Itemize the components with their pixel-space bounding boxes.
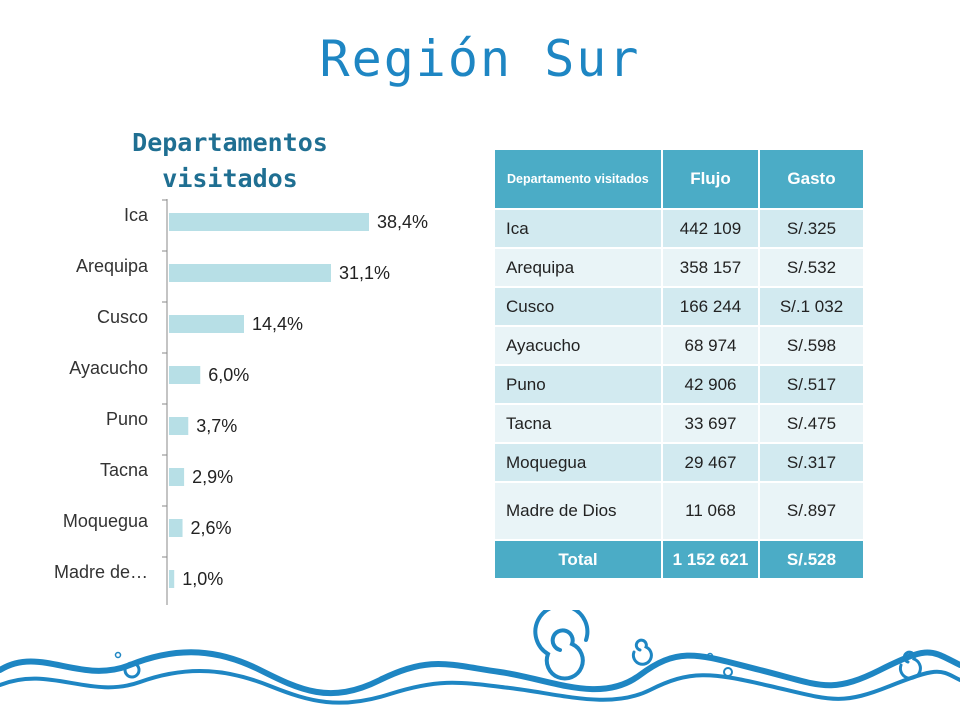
table-cell: Moquegua <box>495 443 663 483</box>
data-label: 31,1% <box>339 263 390 283</box>
category-label: Tacna <box>100 460 149 480</box>
data-label: 38,4% <box>377 212 428 232</box>
table-cell: Ayacucho <box>495 326 663 366</box>
bar-chart: Ica 38,4% Arequipa 31,1% Cusco 14,4% Ayacucho 6… <box>54 199 428 605</box>
column-header: Departamento visitados <box>495 150 663 210</box>
table-cell: Puno <box>495 365 663 405</box>
category-label: Moquegua <box>63 511 149 531</box>
table-cell: S/.475 <box>759 404 865 444</box>
category-label: Ica <box>124 205 149 225</box>
data-label: 14,4% <box>252 314 303 334</box>
table-cell: 442 109 <box>662 209 760 249</box>
page-title: Región Sur <box>319 30 641 88</box>
column-header: Flujo <box>662 150 760 210</box>
table-cell: S/.897 <box>759 482 865 541</box>
bar <box>169 570 175 588</box>
data-label: 2,6% <box>191 518 232 538</box>
data-table: Departamento visitados Flujo Gasto Ica 4… <box>495 150 865 580</box>
bar <box>169 366 201 384</box>
table-cell: 68 974 <box>662 326 760 366</box>
category-label: Ayacucho <box>69 358 148 378</box>
bar <box>169 519 183 537</box>
data-label: 2,9% <box>192 467 233 487</box>
table-cell: 1 152 621 <box>662 540 760 580</box>
bar <box>169 417 189 435</box>
table-cell: 29 467 <box>662 443 760 483</box>
table-row: Moquegua 29 467 S/.317 <box>495 443 865 483</box>
bar <box>169 264 331 282</box>
table-row: Ica 442 109 S/.325 <box>495 209 865 249</box>
bar <box>169 213 369 231</box>
data-label: 3,7% <box>196 416 237 436</box>
category-label: Arequipa <box>76 256 149 276</box>
table-cell: Madre de Dios <box>495 482 663 541</box>
bar <box>169 315 244 333</box>
bar <box>169 468 185 486</box>
table-cell: Total <box>495 540 663 580</box>
table-cell: S/.598 <box>759 326 865 366</box>
table-cell: S/.532 <box>759 248 865 288</box>
category-label: Madre de… <box>54 562 148 582</box>
table-row: Puno 42 906 S/.517 <box>495 365 865 405</box>
table-header-row: Departamento visitados Flujo Gasto <box>495 150 865 210</box>
table-cell: 42 906 <box>662 365 760 405</box>
chart-title: Departamentos visitados <box>132 128 328 193</box>
table-cell: S/.325 <box>759 209 865 249</box>
table-cell: Tacna <box>495 404 663 444</box>
table-row: Madre de Dios 11 068 S/.897 <box>495 482 865 541</box>
table-total-row: Total 1 152 621 S/.528 <box>495 540 865 580</box>
table-cell: S/.1 032 <box>759 287 865 327</box>
table-row: Cusco 166 244 S/.1 032 <box>495 287 865 327</box>
column-header: Gasto <box>759 150 865 210</box>
data-label: 1,0% <box>182 569 223 589</box>
table-cell: Ica <box>495 209 663 249</box>
table-cell: S/.528 <box>759 540 865 580</box>
table-cell: S/.317 <box>759 443 865 483</box>
decorative-wave-border <box>0 610 960 705</box>
table-cell: 11 068 <box>662 482 760 541</box>
table-row: Tacna 33 697 S/.475 <box>495 404 865 444</box>
category-label: Cusco <box>97 307 148 327</box>
table-row: Ayacucho 68 974 S/.598 <box>495 326 865 366</box>
table-cell: Arequipa <box>495 248 663 288</box>
table-cell: 166 244 <box>662 287 760 327</box>
data-label: 6,0% <box>208 365 249 385</box>
table-cell: 358 157 <box>662 248 760 288</box>
table-cell: 33 697 <box>662 404 760 444</box>
table-cell: S/.517 <box>759 365 865 405</box>
table-row: Arequipa 358 157 S/.532 <box>495 248 865 288</box>
table-cell: Cusco <box>495 287 663 327</box>
category-label: Puno <box>106 409 148 429</box>
